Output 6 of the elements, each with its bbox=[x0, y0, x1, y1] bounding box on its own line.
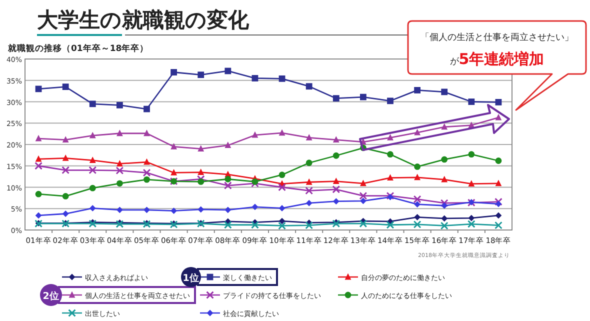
annotation: が5年連続増加 bbox=[450, 50, 544, 68]
chart-subtitle: 就職観の推移（01年卒～18年卒） bbox=[7, 43, 149, 54]
text: 1位 bbox=[182, 272, 200, 284]
text: 「個人の生活と仕事を両立させたい」 bbox=[420, 32, 574, 43]
text: 2位 bbox=[42, 290, 60, 302]
chart-title: 大学生の就職観の変化 bbox=[37, 8, 250, 32]
